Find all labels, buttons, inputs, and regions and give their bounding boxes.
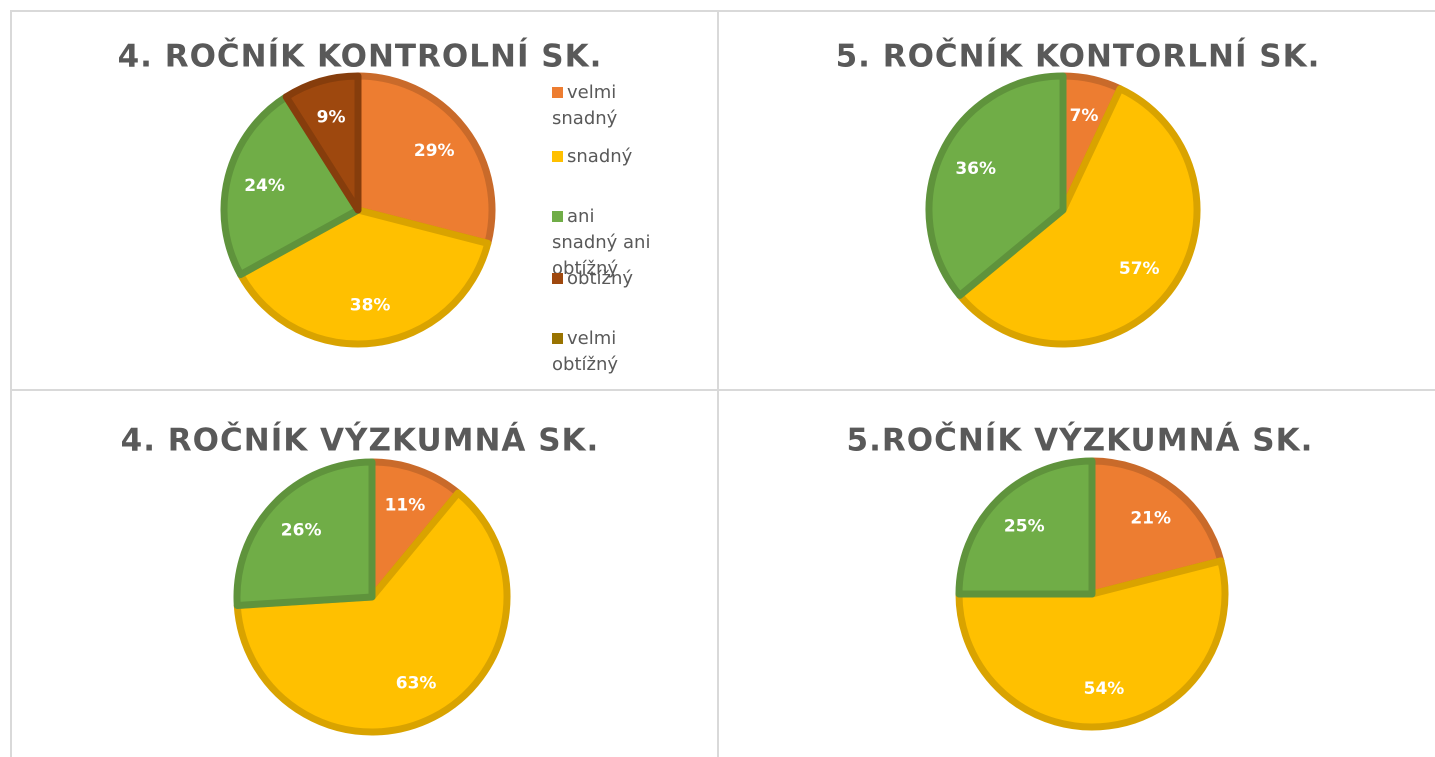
legend-swatch: [552, 151, 563, 162]
pie-slice: [955, 457, 1096, 598]
data-label: 36%: [955, 159, 996, 179]
legend-item: velmi obtížný: [552, 326, 662, 378]
data-label: 26%: [281, 520, 322, 540]
data-label: 11%: [385, 496, 426, 516]
pie-slice: [233, 489, 511, 736]
legend-label: obtížný: [567, 268, 634, 289]
legend-item: ani snadný ani obtížný: [552, 204, 662, 282]
pie-slice: [925, 72, 1067, 299]
pie-slice: [282, 72, 362, 214]
pie-slice: [220, 93, 362, 279]
data-label: 9%: [317, 107, 346, 127]
legend-label: ani snadný ani obtížný: [552, 206, 651, 279]
legend-swatch: [552, 273, 563, 284]
legend-swatch: [552, 333, 563, 344]
pie-slice: [955, 557, 1229, 731]
legend-item: snadný: [552, 144, 662, 170]
data-label: 21%: [1130, 508, 1171, 528]
data-label: 24%: [244, 176, 285, 196]
legend-swatch: [552, 87, 563, 98]
chart-title: 5. ROČNÍK KONTORLNÍ SK.: [836, 38, 1321, 75]
chart-title: 4. ROČNÍK KONTROLNÍ SK.: [118, 38, 603, 75]
pie-slice: [956, 85, 1201, 348]
data-label: 25%: [1004, 516, 1045, 536]
data-label: 54%: [1084, 679, 1125, 699]
data-label: 38%: [350, 296, 391, 316]
data-label: 57%: [1119, 259, 1160, 279]
legend-label: velmi snadný: [552, 82, 618, 129]
pie-slice: [354, 72, 496, 247]
chart-title: 5.ROČNÍK VÝZKUMNÁ SK.: [847, 422, 1314, 459]
chart-title: 4. ROČNÍK VÝZKUMNÁ SK.: [121, 422, 600, 459]
data-label: 29%: [414, 141, 455, 161]
legend-item: velmi snadný: [552, 80, 662, 132]
pie-slice: [233, 458, 376, 609]
legend-label: snadný: [567, 146, 633, 167]
data-label: 7%: [1070, 106, 1099, 126]
legend-swatch: [552, 211, 563, 222]
pie-slice: [1088, 457, 1225, 598]
legend-item: obtížný: [552, 266, 662, 292]
legend-label: velmi obtížný: [552, 328, 619, 375]
data-label: 63%: [396, 674, 437, 694]
